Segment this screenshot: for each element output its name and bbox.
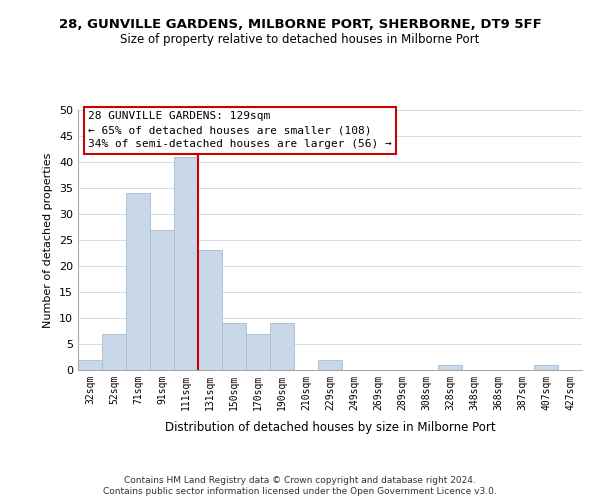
Text: 28 GUNVILLE GARDENS: 129sqm
← 65% of detached houses are smaller (108)
34% of se: 28 GUNVILLE GARDENS: 129sqm ← 65% of det… (88, 112, 392, 150)
Bar (438, 365, 462, 370)
Bar (534, 365, 558, 370)
Bar (246, 334, 270, 370)
Text: Contains HM Land Registry data © Crown copyright and database right 2024.: Contains HM Land Registry data © Crown c… (124, 476, 476, 485)
Bar (150, 230, 174, 370)
Bar (78, 360, 102, 370)
Bar (126, 193, 150, 370)
Bar (222, 323, 246, 370)
Bar (174, 157, 198, 370)
Bar (198, 250, 222, 370)
Text: Contains public sector information licensed under the Open Government Licence v3: Contains public sector information licen… (103, 487, 497, 496)
Bar (318, 360, 342, 370)
Y-axis label: Number of detached properties: Number of detached properties (43, 152, 53, 328)
X-axis label: Distribution of detached houses by size in Milborne Port: Distribution of detached houses by size … (164, 421, 496, 434)
Bar (270, 323, 294, 370)
Text: 28, GUNVILLE GARDENS, MILBORNE PORT, SHERBORNE, DT9 5FF: 28, GUNVILLE GARDENS, MILBORNE PORT, SHE… (59, 18, 541, 30)
Text: Size of property relative to detached houses in Milborne Port: Size of property relative to detached ho… (121, 32, 479, 46)
Bar (102, 334, 126, 370)
